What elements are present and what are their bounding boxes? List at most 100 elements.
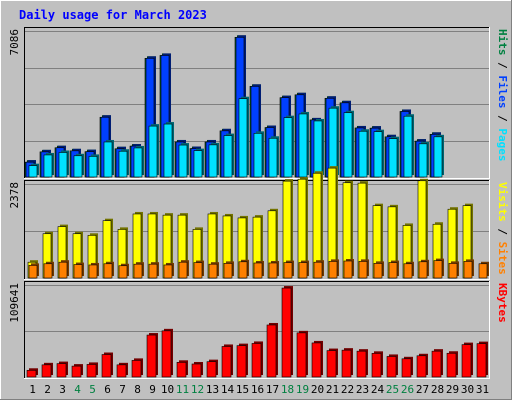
bar-sites-day-14-face (223, 263, 233, 279)
x-tick-label: 8 (134, 383, 141, 396)
bar-sites-day-9 (148, 262, 159, 279)
bar-pages-day-26-face (403, 115, 413, 178)
bar-pages-day-10-face (163, 123, 173, 178)
bar-pages-day-13 (208, 142, 219, 178)
bar-pages-day-8 (133, 145, 144, 178)
x-tick-label: 29 (446, 383, 459, 396)
bar-kbytes-day-30-face (461, 344, 472, 378)
bar-pages-day-4-face (73, 155, 83, 178)
bar-kbytes-day-3 (56, 361, 68, 378)
bar-sites-day-11 (178, 260, 189, 279)
bar-sites-day-16-face (253, 262, 263, 279)
bar-kbytes-day-11 (176, 360, 188, 378)
legend-segment: KBytes (496, 283, 509, 323)
bar-pages-day-24 (373, 129, 384, 178)
bar-sites-day-1-face (28, 265, 38, 279)
x-tick-label: 18 (281, 383, 294, 396)
bar-sites-day-14 (223, 261, 234, 279)
bar-kbytes-day-21-face (326, 350, 337, 378)
bar-kbytes-day-24-face (371, 353, 382, 378)
bar-pages-day-15-face (238, 98, 248, 178)
legend-segment: / (496, 109, 509, 129)
bar-pages-day-15 (238, 96, 249, 178)
x-tick-label: 31 (476, 383, 489, 396)
x-tick-label: 1 (29, 383, 36, 396)
bar-kbytes-day-1-face (26, 369, 37, 378)
bar-kbytes-day-6-face (101, 354, 112, 378)
bar-sites-day-21-face (328, 261, 338, 279)
bar-kbytes-day-13-face (206, 361, 217, 378)
bar-pages-day-16 (253, 131, 264, 178)
x-tick-label: 22 (341, 383, 354, 396)
panel-kbytes-max-label: 109641 (8, 283, 21, 323)
bar-sites-day-9-face (148, 263, 158, 279)
bar-pages-day-4 (73, 153, 84, 178)
bar-sites-day-18-face (283, 262, 293, 279)
bar-pages-day-26 (403, 114, 414, 178)
bar-sites-day-26-face (403, 263, 413, 279)
bar-sites-day-15-face (238, 261, 248, 279)
bar-kbytes-day-3-face (56, 363, 67, 378)
bar-kbytes-day-29-face (446, 352, 457, 378)
bar-pages-day-22-face (343, 112, 353, 178)
bar-kbytes-day-7-face (116, 364, 127, 378)
bar-kbytes-day-28-face (431, 350, 442, 378)
bar-kbytes-day-13 (206, 359, 218, 378)
bar-sites-day-13-face (208, 263, 218, 279)
x-tick-label: 11 (176, 383, 189, 396)
bar-kbytes-day-24 (371, 351, 383, 378)
bar-pages-day-11 (178, 143, 189, 178)
bar-pages-day-10 (163, 122, 174, 178)
bar-sites-day-24 (373, 261, 384, 279)
bar-sites-day-27-face (418, 261, 428, 279)
x-tick-label: 9 (149, 383, 156, 396)
bar-sites-day-23 (358, 259, 369, 279)
bar-pages-day-17 (268, 136, 279, 178)
bar-kbytes-day-23 (356, 349, 368, 378)
bar-sites-day-28-face (433, 260, 443, 279)
chart-title: Daily usage for March 2023 (19, 8, 207, 22)
x-tick-label: 30 (461, 383, 474, 396)
bar-sites-day-6-face (103, 263, 113, 279)
bar-sites-day-11-face (178, 261, 188, 279)
bar-pages-day-14-face (223, 135, 233, 178)
panel-kbytes: 109641 KBytes (8, 281, 509, 379)
panel-visits: 2378 Visits / Sites (8, 166, 509, 280)
x-tick-label: 4 (74, 383, 81, 396)
bar-sites-day-21 (328, 259, 339, 279)
x-tick-label: 17 (266, 383, 279, 396)
bar-pages-day-20-face (313, 120, 323, 178)
x-tick-label: 28 (431, 383, 444, 396)
bar-pages-day-1-face (28, 165, 38, 178)
bar-sites-day-16 (253, 260, 264, 279)
bar-pages-day-22 (343, 110, 354, 178)
bar-kbytes-day-14 (221, 344, 233, 378)
bar-sites-day-3-face (58, 261, 68, 279)
bar-kbytes-day-4 (71, 364, 83, 378)
bar-sites-day-8-face (133, 263, 143, 279)
bar-pages-day-14 (223, 133, 234, 178)
bar-pages-day-8-face (133, 147, 143, 178)
bar-sites-day-3 (58, 260, 69, 279)
x-tick-label: 6 (104, 383, 111, 396)
bar-sites-day-19 (298, 260, 309, 279)
bar-pages-day-6-face (103, 141, 113, 178)
panel-kbytes-legend: KBytes (496, 283, 509, 323)
bar-sites-day-4 (73, 262, 84, 279)
bar-kbytes-day-19 (296, 330, 308, 378)
bar-kbytes-day-21 (326, 348, 338, 378)
bar-pages-day-28-face (433, 136, 443, 178)
bar-sites-day-10 (163, 262, 174, 279)
legend-segment: Sites (496, 242, 509, 275)
bar-sites-day-23-face (358, 261, 368, 279)
bar-kbytes-day-12 (191, 361, 203, 378)
bar-pages-day-17-face (268, 137, 278, 178)
bar-sites-day-4-face (73, 264, 83, 279)
bar-kbytes-day-5 (86, 362, 98, 378)
bar-pages-day-5-face (88, 156, 98, 178)
bar-pages-day-23-face (358, 130, 368, 178)
bar-sites-day-13 (208, 262, 219, 279)
bar-kbytes-day-16-face (251, 343, 262, 378)
bar-pages-day-18-face (283, 117, 293, 178)
